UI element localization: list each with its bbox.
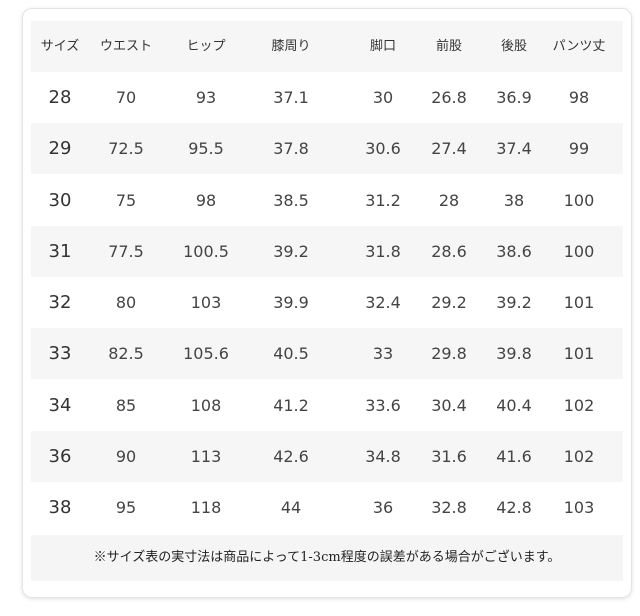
table-cell: 39.9 (273, 293, 309, 312)
table-cell: 37.8 (273, 139, 309, 159)
table-cell: 30.4 (431, 395, 467, 415)
table-cell: 100.5 (183, 241, 229, 261)
table-cell: 70 (115, 88, 137, 107)
table-cell: 38.6 (496, 241, 532, 261)
table-cell: 41.6 (496, 446, 532, 466)
table-cell: 33 (48, 343, 72, 365)
table-cell: 29 (48, 138, 72, 160)
table-cell: 101 (563, 293, 595, 312)
table-row: 33 82.5 105.6 40.5 33 29.8 39.8 101 (31, 328, 623, 380)
table-cell: 41.2 (273, 395, 309, 415)
column-header: サイズ (40, 39, 80, 54)
table-cell: 105.6 (183, 344, 229, 364)
table-row: 29 72.5 95.5 37.8 30.6 27.4 37.4 99 (31, 123, 623, 175)
table-cell: 31.8 (365, 241, 401, 261)
table-cell: 29.2 (431, 293, 467, 312)
table-cell: 36.9 (496, 88, 532, 107)
table-row: 38 95 118 44 36 32.8 42.8 103 (31, 482, 623, 533)
table-cell: 100 (563, 241, 595, 261)
table-cell: 80 (115, 293, 137, 312)
table-cell: 95 (115, 498, 137, 517)
table-cell: 32.4 (365, 293, 401, 312)
table-cell: 38.5 (273, 190, 309, 210)
table-cell: 32.8 (431, 498, 467, 517)
table-cell: 40.4 (496, 395, 532, 415)
table-row: 28 70 93 37.1 30 26.8 36.9 98 (31, 72, 623, 123)
table-cell: 28 (438, 190, 460, 210)
table-cell: 30 (372, 88, 394, 107)
table-cell: 28 (48, 87, 72, 108)
table-cell: 77.5 (108, 241, 144, 261)
table-cell: 39.2 (273, 241, 309, 261)
table-row: 32 80 103 39.9 32.4 29.2 39.2 101 (31, 277, 623, 328)
size-note: ※サイズ表の実寸法は商品によって1-3cm程度の誤差がある場合がございます。 (31, 535, 623, 581)
table-cell: 98 (195, 190, 217, 210)
table-cell: 30.6 (365, 139, 401, 159)
table-cell: 40.5 (273, 344, 309, 364)
table-cell: 100 (563, 190, 595, 210)
table-cell: 37.1 (273, 88, 309, 107)
size-chart-card: ※サイズ表の実寸法は商品によって1-3cm程度の誤差がある場合がございます。 サ… (22, 8, 632, 598)
table-row: 36 90 113 42.6 34.8 31.6 41.6 102 (31, 430, 623, 482)
table-cell: 72.5 (108, 139, 144, 159)
table-cell: 42.8 (496, 498, 532, 517)
column-header: 後股 (500, 39, 528, 54)
table-cell: 39.8 (496, 344, 532, 364)
table-cell: 31.6 (431, 446, 467, 466)
table-cell: 31 (48, 240, 72, 262)
table-row: 31 77.5 100.5 39.2 31.8 28.6 38.6 100 (31, 225, 623, 277)
table-cell: 30 (48, 189, 72, 211)
column-header: 膝周り (271, 39, 311, 54)
table-cell: 98 (568, 88, 590, 107)
table-cell: 102 (563, 395, 595, 415)
table-cell: 39.2 (496, 293, 532, 312)
table-cell: 82.5 (108, 344, 144, 364)
table-cell: 102 (563, 446, 595, 466)
table-cell: 93 (195, 88, 217, 107)
table-cell: 99 (568, 139, 590, 159)
table-cell: 38 (503, 190, 525, 210)
table-cell: 33 (372, 344, 394, 364)
table-cell: 33.6 (365, 395, 401, 415)
table-cell: 36 (372, 498, 394, 517)
table-cell: 32 (48, 292, 72, 313)
table-cell: 101 (563, 344, 595, 364)
table-cell: 28.6 (431, 241, 467, 261)
column-header: パンツ丈 (552, 39, 606, 54)
table-cell: 36 (48, 445, 72, 467)
column-header: 前股 (435, 39, 463, 54)
header-row: サイズ ウエスト ヒップ 膝周り 脚口 前股 後股 パンツ丈 (31, 21, 623, 72)
table-cell: 95.5 (188, 139, 224, 159)
table-cell: 103 (563, 498, 595, 517)
table-cell: 44 (280, 498, 302, 517)
table-cell: 75 (115, 190, 137, 210)
table-cell: 37.4 (496, 139, 532, 159)
table-cell: 34 (48, 394, 72, 416)
table-cell: 31.2 (365, 190, 401, 210)
column-header: ヒップ (186, 39, 226, 54)
column-header: ウエスト (99, 39, 153, 54)
table-cell: 85 (115, 395, 137, 415)
table-cell: 26.8 (431, 88, 467, 107)
column-header: 脚口 (369, 39, 397, 54)
table-cell: 118 (190, 498, 222, 517)
table-row: 34 85 108 41.2 33.6 30.4 40.4 102 (31, 380, 623, 431)
table-cell: 103 (190, 293, 222, 312)
table-row: 30 75 98 38.5 31.2 28 38 100 (31, 175, 623, 226)
table-cell: 42.6 (273, 446, 309, 466)
table-cell: 34.8 (365, 446, 401, 466)
table-cell: 27.4 (431, 139, 467, 159)
table-cell: 108 (190, 395, 222, 415)
table-cell: 29.8 (431, 344, 467, 364)
table-cell: 90 (115, 446, 137, 466)
table-cell: 113 (190, 446, 222, 466)
table-cell: 38 (48, 497, 72, 518)
